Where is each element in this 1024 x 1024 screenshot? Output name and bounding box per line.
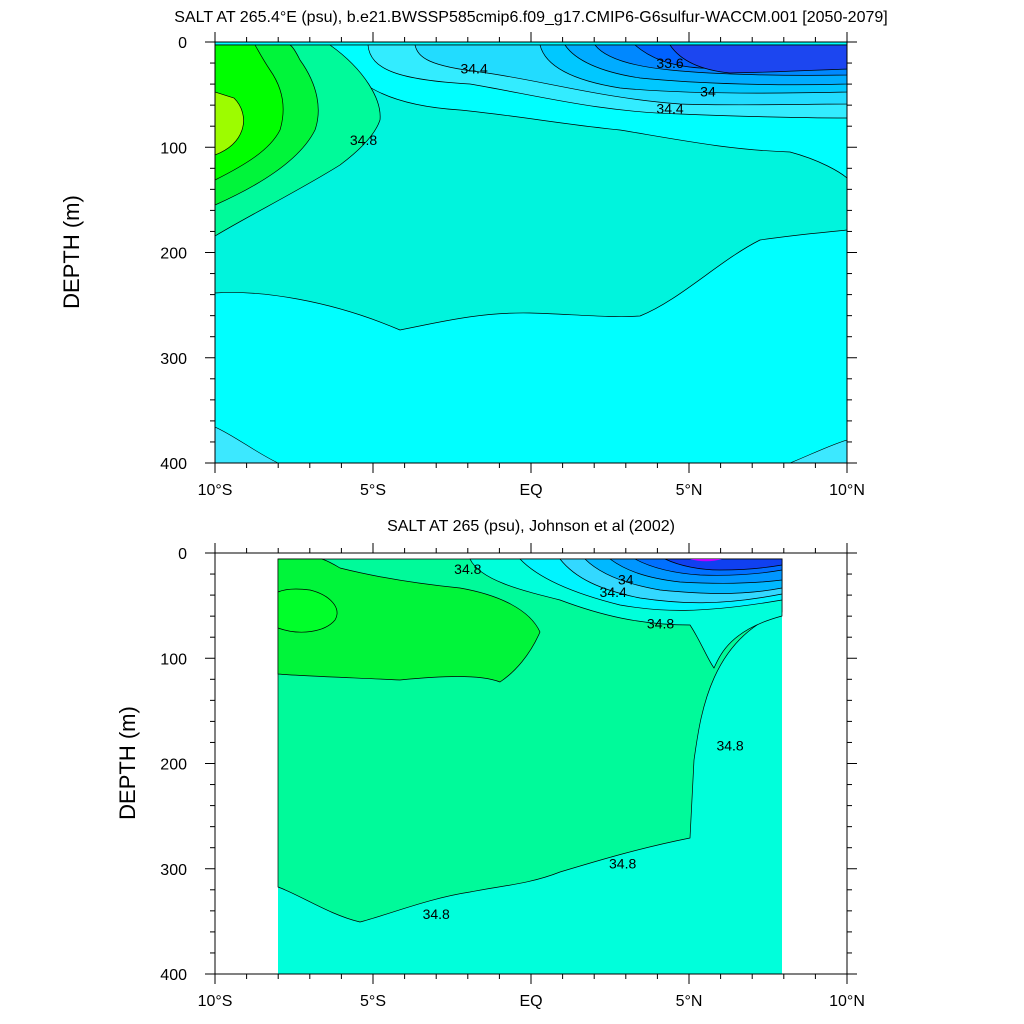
y-tick-label: 100 — [160, 651, 187, 668]
panel-1-axes: 10°S 5°S EQ 5°N 10°N 0 100 200 300 400 — [160, 32, 865, 499]
x-tick-label: 5°N — [676, 993, 703, 1010]
y-tick-label: 100 — [160, 140, 187, 157]
panel-2-axes: 10°S 5°S EQ 5°N 10°N 0 100 200 300 400 — [160, 543, 865, 1010]
panel-1-title: SALT AT 265.4°E (psu), b.e21.BWSSP585cmi… — [174, 9, 887, 26]
panel-2-contours — [277, 558, 783, 974]
panel-1-contours — [215, 42, 847, 463]
x-tick-label: EQ — [519, 993, 542, 1010]
region-fresh-max — [690, 559, 722, 562]
panel-1-ylabel: DEPTH (m) — [59, 195, 84, 309]
region-south-35-1b — [277, 588, 338, 633]
contour-label: 33.6 — [656, 55, 683, 71]
y-tick-label: 300 — [160, 351, 187, 368]
x-tick-label: 5°S — [360, 482, 386, 499]
x-tick-label: 10°N — [829, 993, 865, 1010]
x-tick-label: 10°N — [829, 482, 865, 499]
panel-2-ylabel: DEPTH (m) — [115, 706, 140, 820]
panel-2-title: SALT AT 265 (psu), Johnson et al (2002) — [387, 518, 675, 535]
region-fresh-33-6b — [664, 558, 783, 571]
contour-label: 34.4 — [460, 60, 487, 76]
y-tick-label: 0 — [178, 35, 187, 52]
contour-label: 34 — [618, 571, 634, 587]
contour-label: 34.8 — [716, 738, 743, 754]
x-tick-label: EQ — [519, 482, 542, 499]
y-tick-label: 400 — [160, 456, 187, 473]
contour-label: 34.8 — [423, 906, 450, 922]
y-tick-label: 200 — [160, 757, 187, 774]
region-fresh-33-4 — [669, 44, 847, 74]
panel-obs: SALT AT 265 (psu), Johnson et al (2002) … — [115, 518, 865, 1010]
contour-label: 34.8 — [350, 132, 377, 148]
panel-model: SALT AT 265.4°E (psu), b.e21.BWSSP585cmi… — [59, 9, 888, 499]
contour-label: 34.4 — [656, 100, 683, 116]
contour-label: 34.8 — [454, 561, 481, 577]
y-tick-label: 300 — [160, 862, 187, 879]
region-south-35-0b — [277, 558, 541, 683]
contour-label: 34.8 — [647, 616, 674, 632]
x-tick-label: 5°N — [676, 482, 703, 499]
x-tick-label: 10°S — [198, 482, 233, 499]
contour-label: 34 — [700, 83, 716, 99]
panel-1-contour-labels: 34.4 33.6 34 34.4 34.8 — [350, 55, 716, 148]
region-south-35-1 — [215, 44, 284, 181]
region-bottom-right — [789, 439, 847, 463]
contour-label: 34.4 — [600, 584, 627, 600]
x-tick-label: 5°S — [360, 993, 386, 1010]
contour-label: 34.8 — [609, 855, 636, 871]
y-tick-label: 200 — [160, 246, 187, 263]
x-tick-label: 10°S — [198, 993, 233, 1010]
region-south-35-2 — [215, 91, 244, 156]
y-tick-label: 0 — [178, 546, 187, 563]
y-tick-label: 400 — [160, 967, 187, 984]
